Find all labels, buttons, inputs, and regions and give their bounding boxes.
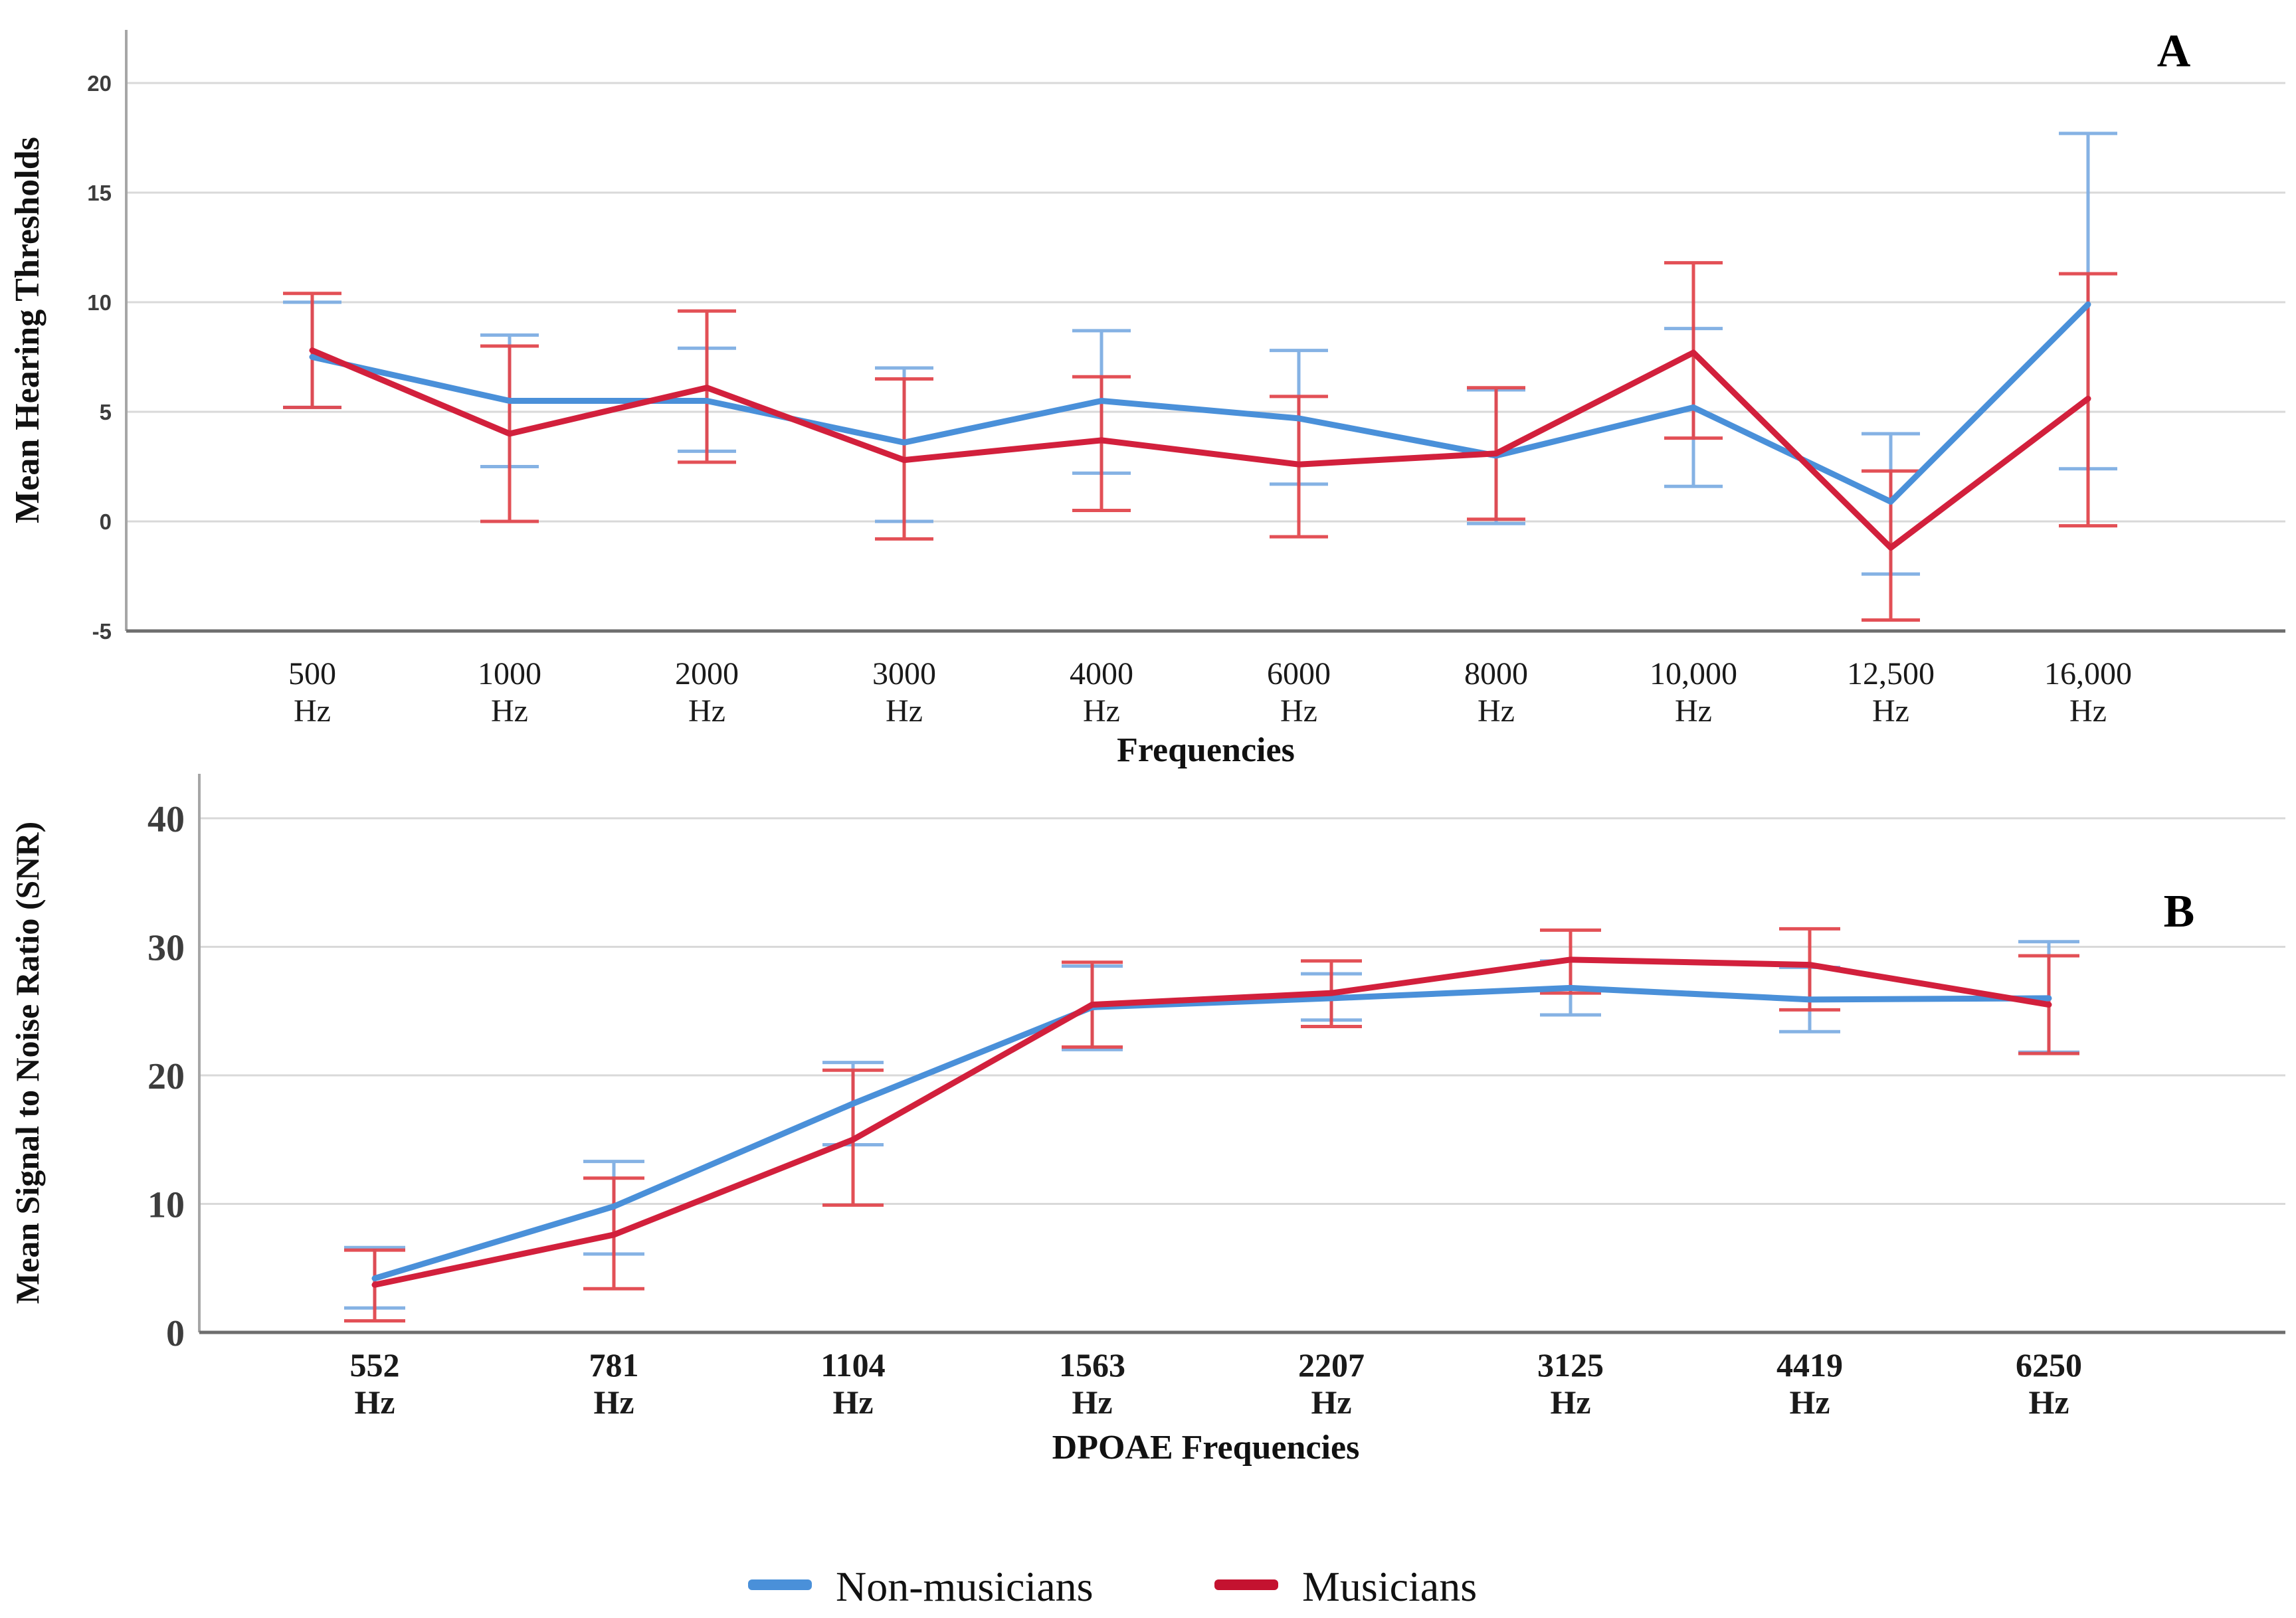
legend-label-musicians: Musicians xyxy=(1302,1563,1477,1610)
x-tick-value: 6000 xyxy=(1267,656,1331,691)
panel-A: 20151050-5500Hz1000Hz2000Hz3000Hz4000Hz6… xyxy=(9,26,2285,769)
x-tick-unit: Hz xyxy=(593,1384,634,1421)
x-tick-value: 3125 xyxy=(1537,1346,1604,1384)
x-tick-value: 6250 xyxy=(2016,1346,2082,1384)
panel-letter-B: B xyxy=(2164,886,2195,937)
x-tick-unit: Hz xyxy=(1280,693,1317,729)
legend-swatch-musicians xyxy=(1214,1579,1278,1590)
y-tick-label: -5 xyxy=(92,619,112,644)
y-axis-title: Mean Hearing Thresholds xyxy=(9,137,47,523)
x-tick-value: 16,000 xyxy=(2044,656,2132,691)
series-line-non-musicians xyxy=(309,301,2091,505)
y-tick-label: 5 xyxy=(100,400,112,424)
x-tick-value: 8000 xyxy=(1464,656,1528,691)
x-tick-value: 1104 xyxy=(820,1346,885,1384)
x-tick-value: 1000 xyxy=(478,656,541,691)
x-tick-value: 552 xyxy=(350,1346,400,1384)
x-tick-value: 10,000 xyxy=(1650,656,1737,691)
x-axis-title: DPOAE Frequencies xyxy=(1052,1429,1360,1467)
error-bars-musicians xyxy=(344,927,2079,1323)
x-tick-unit: Hz xyxy=(1550,1384,1590,1421)
y-tick-label: 20 xyxy=(87,71,112,96)
y-tick-label: 0 xyxy=(166,1313,185,1354)
x-tick-value: 4419 xyxy=(1776,1346,1843,1384)
x-tick-value: 12,500 xyxy=(1847,656,1935,691)
x-tick-unit: Hz xyxy=(1083,693,1120,729)
x-tick-value: 2000 xyxy=(675,656,739,691)
x-tick-unit: Hz xyxy=(2028,1384,2069,1421)
x-tick-unit: Hz xyxy=(294,693,331,729)
x-tick-unit: Hz xyxy=(688,693,725,729)
x-axis-title: Frequencies xyxy=(1117,731,1295,769)
series-line-non-musicians xyxy=(371,984,2052,1282)
x-tick-unit: Hz xyxy=(1072,1384,1112,1421)
x-tick-unit: Hz xyxy=(491,693,528,729)
y-tick-label: 10 xyxy=(87,290,112,315)
x-tick-unit: Hz xyxy=(886,693,923,729)
y-tick-label: 20 xyxy=(147,1056,185,1097)
panel-B: 403020100552Hz781Hz1104Hz1563Hz2207Hz312… xyxy=(9,774,2285,1467)
y-tick-label: 30 xyxy=(147,928,185,969)
x-tick-value: 4000 xyxy=(1070,656,1133,691)
x-tick-unit: Hz xyxy=(1789,1384,1830,1421)
legend-swatch-non-musicians xyxy=(748,1579,812,1590)
panel-letter-A: A xyxy=(2157,26,2191,77)
x-tick-value: 781 xyxy=(589,1346,639,1384)
x-tick-unit: Hz xyxy=(1478,693,1515,729)
legend-label-non-musicians: Non-musicians xyxy=(836,1563,1094,1610)
figure-legend: Non-musicians Musicians xyxy=(748,1563,1477,1610)
y-tick-label: 0 xyxy=(100,509,112,534)
y-tick-label: 10 xyxy=(147,1185,185,1226)
x-tick-unit: Hz xyxy=(1675,693,1712,729)
error-bars-musicians xyxy=(283,261,2117,622)
series-line-musicians xyxy=(309,347,2091,551)
x-tick-unit: Hz xyxy=(1872,693,1909,729)
x-tick-unit: Hz xyxy=(832,1384,873,1421)
y-axis-title: Mean Signal to Noise Ratio (SNR) xyxy=(9,822,46,1304)
x-tick-unit: Hz xyxy=(354,1384,395,1421)
y-tick-label: 15 xyxy=(87,181,112,205)
series-line-musicians xyxy=(371,956,2052,1288)
x-tick-value: 3000 xyxy=(872,656,936,691)
x-tick-value: 2207 xyxy=(1298,1346,1365,1384)
x-tick-value: 1563 xyxy=(1059,1346,1125,1384)
y-tick-label: 40 xyxy=(147,799,185,840)
x-tick-value: 500 xyxy=(288,656,336,691)
x-tick-unit: Hz xyxy=(2069,693,2107,729)
x-tick-unit: Hz xyxy=(1311,1384,1351,1421)
error-bars-non-musicians xyxy=(283,132,2117,576)
